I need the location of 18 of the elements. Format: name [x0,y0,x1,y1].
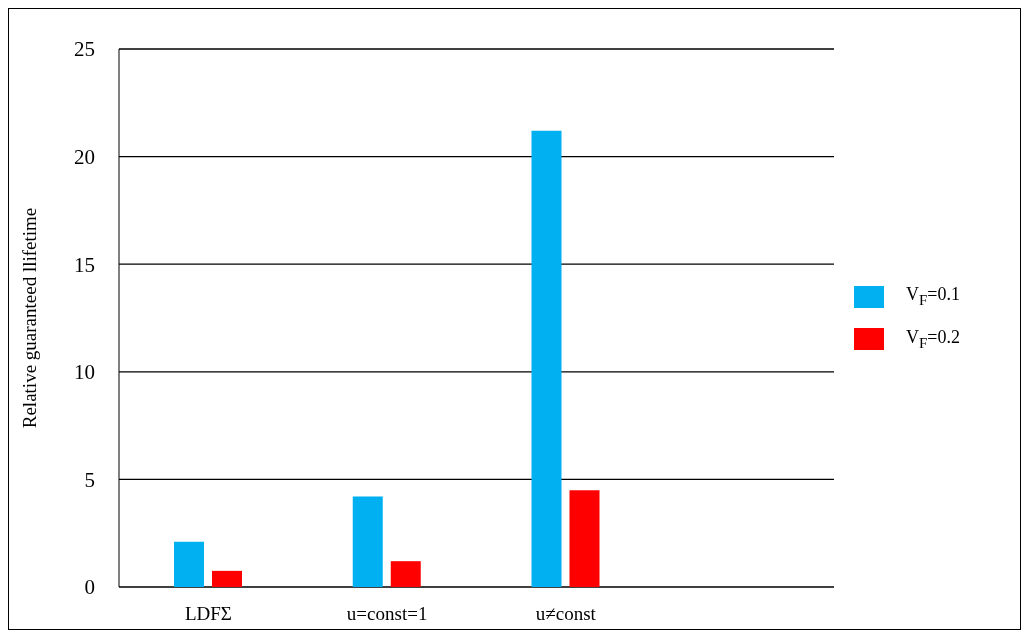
y-tick-label: 15 [74,252,95,277]
x-tick-label: u≠const [535,603,597,625]
y-tick-label: 0 [84,575,95,600]
y-tick-label: 10 [74,360,95,385]
bar [174,541,204,587]
legend-label: V$_{F}$=0.2 [906,327,960,352]
y-axis-title: Relative guaranteed llifetime [18,207,40,429]
legend-label: V$_{F}$=0.1 [906,284,960,309]
bar [212,570,242,587]
x-tick-label: u=const=1 [346,603,428,625]
y-tick-label: 5 [84,467,95,492]
x-tick-label: LDFΣ [184,603,232,625]
bar [352,496,383,587]
bar [390,561,421,587]
y-tick-label: 20 [74,145,95,170]
bar [531,130,562,587]
bar [569,490,600,587]
y-tick-label: 25 [74,37,95,62]
